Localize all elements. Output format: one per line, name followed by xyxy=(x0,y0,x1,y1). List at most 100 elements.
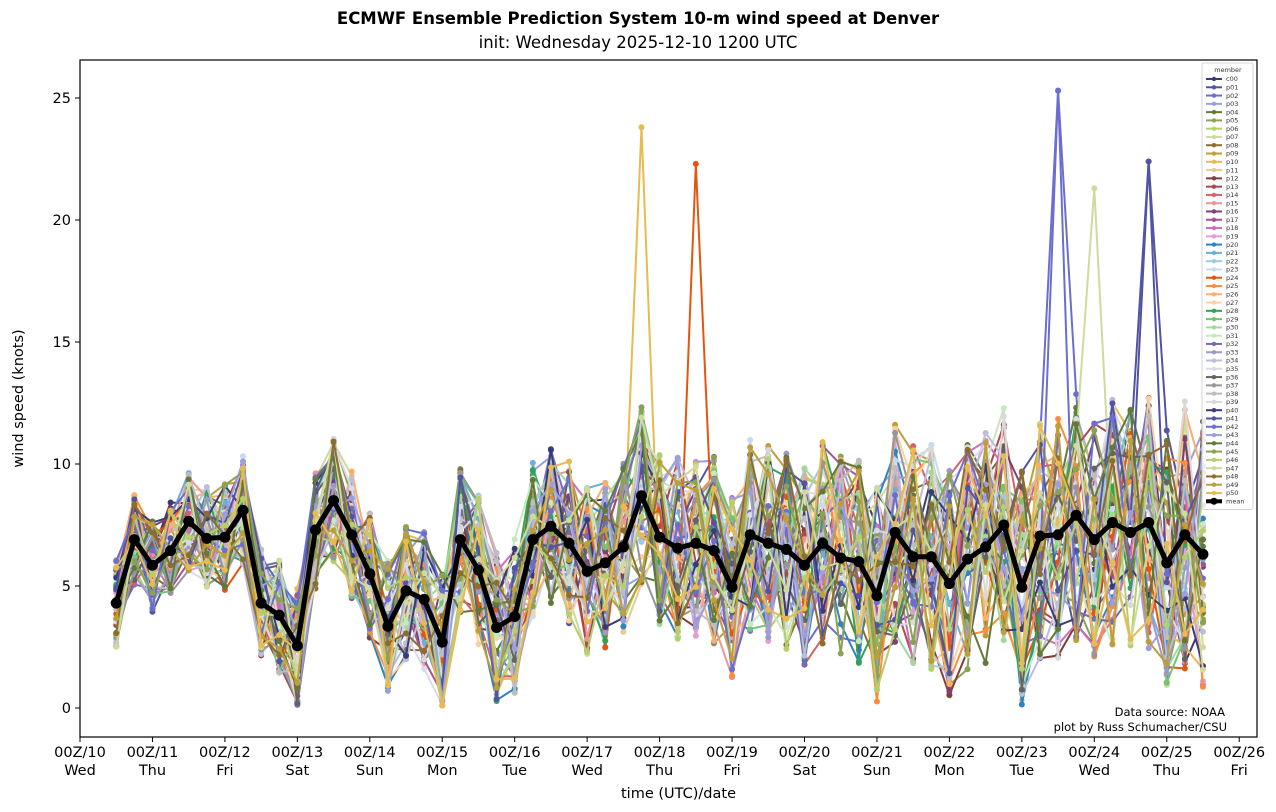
member-point-p48 xyxy=(149,529,156,536)
legend-label: p25 xyxy=(1226,282,1238,290)
member-point-p25 xyxy=(873,698,880,705)
mean-point xyxy=(835,552,847,564)
member-point-p49 xyxy=(946,503,953,510)
member-point-p49 xyxy=(837,500,844,507)
x-tick-label-time: 00Z/18 xyxy=(634,745,686,761)
member-point-p44 xyxy=(910,473,917,480)
member-point-p39 xyxy=(403,561,410,568)
member-point-p39 xyxy=(1091,599,1098,606)
member-point-p47 xyxy=(1073,442,1080,449)
member-point-p46 xyxy=(982,569,989,576)
legend-swatch-marker xyxy=(1211,457,1217,463)
member-point-p24 xyxy=(602,644,609,651)
member-point-p38 xyxy=(276,669,283,676)
member-point-p39 xyxy=(421,656,428,663)
member-point-p48 xyxy=(1091,550,1098,557)
member-point-p37 xyxy=(1036,595,1043,602)
mean-point xyxy=(744,529,756,541)
mean-point xyxy=(436,636,448,648)
member-point-p41 xyxy=(167,535,174,542)
member-point-p42 xyxy=(421,530,428,537)
mean-point xyxy=(563,537,575,549)
y-tick-label: 25 xyxy=(53,91,71,107)
member-point-p45 xyxy=(384,655,391,662)
member-point-p50 xyxy=(892,520,899,527)
member-point-p28 xyxy=(529,467,536,474)
legend-swatch-marker xyxy=(1211,118,1217,123)
legend-swatch-marker xyxy=(1211,383,1217,388)
member-point-p38 xyxy=(203,526,210,533)
credit-data-source: Data source: NOAA xyxy=(1115,705,1225,719)
member-point-p13 xyxy=(801,530,808,537)
member-point-p50 xyxy=(240,465,247,472)
legend-swatch-marker xyxy=(1211,308,1217,314)
member-point-p46 xyxy=(240,495,247,502)
mean-point xyxy=(871,590,883,602)
member-point-p47 xyxy=(113,643,120,650)
member-point-p44 xyxy=(1199,536,1206,543)
member-point-p50 xyxy=(384,682,391,689)
legend-label: p46 xyxy=(1226,456,1238,464)
x-tick-label-day: Sat xyxy=(793,763,817,779)
legend-label: p49 xyxy=(1226,481,1238,489)
x-tick-label-day: Thu xyxy=(1152,763,1180,779)
member-point-p48 xyxy=(1109,457,1116,464)
member-point-p29 xyxy=(131,554,138,561)
member-point-p41 xyxy=(964,484,971,491)
x-tick-label-time: 00Z/14 xyxy=(344,745,396,761)
mean-point xyxy=(110,597,122,609)
legend-label: p31 xyxy=(1226,332,1238,340)
member-point-p43 xyxy=(529,508,536,515)
legend-swatch-marker xyxy=(1211,192,1217,198)
member-point-p49 xyxy=(783,516,790,523)
member-point-p49 xyxy=(1199,580,1206,587)
member-point-p09 xyxy=(982,632,989,639)
chart-subtitle: init: Wednesday 2025-12-10 1200 UTC xyxy=(478,33,798,52)
mean-point xyxy=(799,559,810,571)
legend-label: p10 xyxy=(1226,158,1238,166)
member-point-p46 xyxy=(964,506,971,513)
legend-swatch-marker xyxy=(1211,217,1217,222)
member-point-p33 xyxy=(475,588,482,595)
member-point-p35 xyxy=(910,619,917,626)
member-point-p44 xyxy=(656,617,663,624)
member-point-p49 xyxy=(1091,496,1098,503)
member-point-p38 xyxy=(185,471,192,478)
member-point-p41 xyxy=(276,658,283,665)
member-point-p42 xyxy=(439,587,446,594)
member-point-p48 xyxy=(1127,572,1134,579)
member-point-p40 xyxy=(602,624,609,631)
member-point-p45 xyxy=(1109,495,1116,502)
member-point-p50 xyxy=(167,507,174,514)
member-point-p50 xyxy=(729,525,736,532)
member-point-p50 xyxy=(566,458,573,465)
member-point-p46 xyxy=(221,522,228,529)
member-point-p47 xyxy=(729,607,736,614)
legend-entry-p37: p37 xyxy=(1206,382,1238,390)
legend-entry-p16: p16 xyxy=(1206,208,1238,216)
member-point-p22 xyxy=(638,538,645,545)
member-point-p44 xyxy=(312,476,319,483)
member-point-p45 xyxy=(765,513,772,520)
x-tick-label-time: 00Z/13 xyxy=(271,745,323,761)
member-point-p43 xyxy=(747,489,754,496)
member-point-p44 xyxy=(765,554,772,561)
member-point-p39 xyxy=(384,605,391,612)
member-point-p44 xyxy=(294,685,301,692)
member-point-p46 xyxy=(747,571,754,578)
member-point-p38 xyxy=(620,589,627,596)
x-tick-label-time: 00Z/16 xyxy=(489,745,541,761)
legend-swatch-marker xyxy=(1211,465,1217,471)
member-point-p48 xyxy=(783,456,790,463)
member-point-p49 xyxy=(964,650,971,657)
member-point-p40 xyxy=(547,446,554,453)
member-point-p30 xyxy=(1000,637,1007,644)
member-point-p39 xyxy=(873,527,880,534)
mean-point xyxy=(980,541,992,553)
member-point-p38 xyxy=(710,621,717,628)
member-point-p32 xyxy=(149,547,156,554)
member-point-p34 xyxy=(819,532,826,539)
member-point-p15 xyxy=(584,635,591,642)
member-point-p47 xyxy=(1163,485,1170,492)
mean-point xyxy=(364,568,376,580)
